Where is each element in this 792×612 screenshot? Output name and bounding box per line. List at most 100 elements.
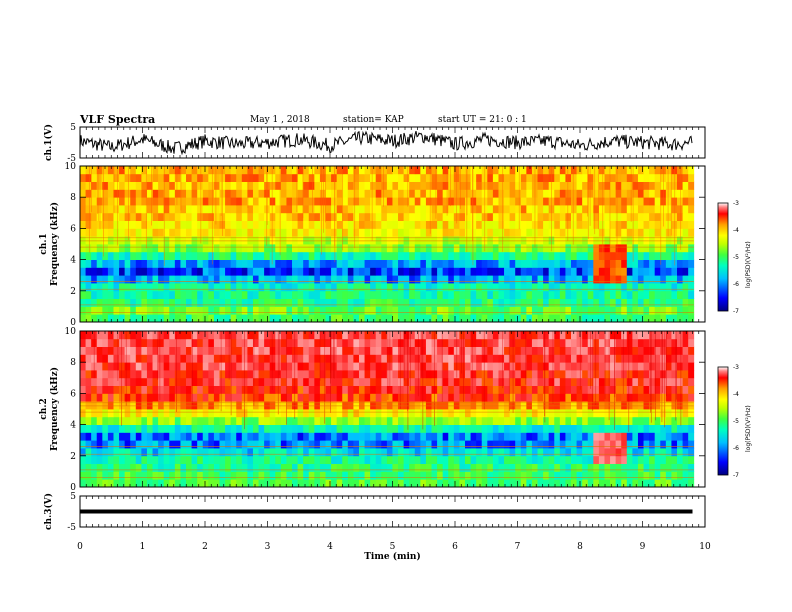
spectrogram-cell [470, 251, 477, 260]
spectrogram-cell [632, 228, 639, 237]
spectrogram-cell [163, 331, 170, 340]
spectrogram-cell [598, 228, 605, 237]
spectrogram-cell [364, 479, 371, 488]
spectrogram-cell [420, 189, 427, 198]
spectrogram-cell [202, 283, 209, 292]
spectrogram-cell [96, 471, 103, 480]
spectrogram-cell [398, 370, 405, 379]
spectrogram-cell [208, 236, 215, 245]
spectrogram-cell [208, 244, 215, 253]
spectrogram-cell [392, 259, 399, 268]
spectrogram-cell [598, 377, 605, 386]
spectrogram-cell [230, 228, 237, 237]
spectrogram-cell [448, 306, 455, 315]
spectrogram-cell [264, 393, 271, 402]
spectrogram-cell [459, 409, 466, 418]
spectrogram-cell [615, 228, 622, 237]
spectrogram-cell [342, 275, 349, 284]
spectrogram-cell [163, 362, 170, 371]
spectrogram-cell [197, 401, 204, 410]
spectrogram-cell [425, 393, 432, 402]
spectrogram-cell [654, 479, 661, 488]
spectrogram-cell [197, 290, 204, 299]
spectrogram-cell [559, 354, 566, 363]
spectrogram-cell [269, 290, 276, 299]
spectrogram-cell [280, 479, 287, 488]
spectrogram-cell [665, 244, 672, 253]
spectrogram-cell [202, 393, 209, 402]
spectrogram-cell [487, 212, 494, 221]
spectrogram-cell [677, 370, 683, 379]
spectrogram-cell [537, 346, 544, 355]
spectrogram-cell [130, 471, 137, 480]
spectrogram-cell [202, 385, 209, 394]
spectrogram-cell [453, 228, 460, 237]
spectrogram-cell [225, 440, 232, 449]
spectrogram-cell [303, 346, 310, 355]
spectrogram-cell [308, 354, 315, 363]
spectrogram-cell [197, 220, 204, 229]
spectrogram-cell [543, 251, 550, 260]
spectrogram-cell [197, 377, 204, 386]
spectrogram-cell [80, 346, 86, 355]
spectrogram-cell [448, 331, 455, 340]
spectrogram-cell [375, 432, 382, 441]
spectrogram-cell [113, 220, 120, 229]
spectrogram-cell [464, 448, 471, 457]
spectrogram-cell [437, 298, 444, 307]
spectrogram-cell [275, 455, 282, 464]
spectrogram-cell [559, 385, 566, 394]
spectrogram-cell [325, 189, 332, 198]
spectrogram-cell [677, 416, 683, 425]
spectrogram-cell [392, 267, 399, 276]
spectrogram-cell [621, 166, 628, 175]
spectrogram-cell [314, 432, 321, 441]
spectrogram-cell [437, 228, 444, 237]
spectrogram-cell [80, 181, 86, 190]
spectrogram-cell [174, 181, 181, 190]
spectrogram-cell [146, 416, 153, 425]
spectrogram-cell [688, 338, 695, 347]
spectrogram-cell [526, 354, 533, 363]
spectrogram-cell [448, 197, 455, 206]
spectrogram-cell [671, 471, 678, 480]
spectrogram-cell [180, 290, 187, 299]
spectrogram-cell [364, 416, 371, 425]
spectrogram-cell [414, 424, 421, 433]
spectrogram-cell [102, 173, 109, 182]
spectrogram-cell [364, 432, 371, 441]
spectrogram-cell [280, 259, 287, 268]
spectrogram-cell [677, 181, 683, 190]
spectrogram-cell [649, 455, 656, 464]
spectrogram-cell [492, 362, 499, 371]
spectrogram-cell [464, 212, 471, 221]
spectrogram-cell [269, 393, 276, 402]
spectrogram-cell [598, 463, 605, 472]
spectrogram-cell [582, 251, 589, 260]
spectrogram-cell [409, 197, 416, 206]
spectrogram-cell [96, 314, 103, 323]
spectrogram-cell [102, 283, 109, 292]
spectrogram-cell [543, 212, 550, 221]
spectrogram-cell [498, 393, 505, 402]
spectrogram-cell [587, 275, 594, 284]
spectrogram-cell [130, 275, 137, 284]
spectrogram-cell [119, 440, 126, 449]
spectrogram-cell [671, 283, 678, 292]
spectrogram-cell [398, 385, 405, 394]
spectrogram-cell [264, 354, 271, 363]
spectrogram-cell [80, 370, 86, 379]
spectrogram-cell [637, 409, 644, 418]
spectrogram-cell [481, 471, 488, 480]
spectrogram-cell [626, 212, 633, 221]
spectrogram-cell [632, 251, 639, 260]
spectrogram-cell [509, 267, 516, 276]
spectrogram-cell [598, 479, 605, 488]
spectrogram-cell [319, 259, 326, 268]
spectrogram-cell [80, 197, 86, 206]
spectrogram-cell [598, 409, 605, 418]
spectrogram-cell [174, 455, 181, 464]
spectrogram-cell [392, 181, 399, 190]
spectrogram-cell [470, 331, 477, 340]
spectrogram-cell [241, 290, 248, 299]
